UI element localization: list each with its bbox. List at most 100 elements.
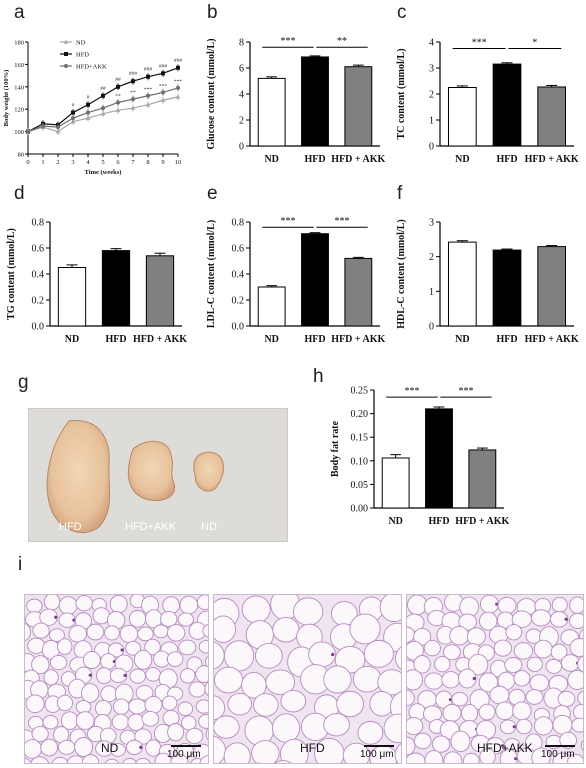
adipocyte-cell bbox=[119, 624, 139, 644]
x-tick-label: ND bbox=[264, 154, 278, 165]
annotation-hash: # bbox=[87, 95, 90, 101]
adipocyte-cell bbox=[160, 610, 178, 628]
adipocyte-cell bbox=[122, 757, 138, 763]
chart-h-body-fat-bars: 0.00 0.05 0.10 0.15 0.20 0.25 Body fat rate ND H… bbox=[330, 386, 510, 528]
nucleus bbox=[139, 745, 143, 749]
y-tick-label: 0.20 bbox=[351, 409, 369, 420]
scale-bar-hfd-akk bbox=[545, 745, 575, 747]
bar-nd bbox=[381, 457, 410, 509]
data-point bbox=[100, 111, 106, 116]
y-tick-label: 0.00 bbox=[351, 504, 369, 515]
adipocyte-cell bbox=[58, 739, 76, 755]
adipocyte-cell bbox=[442, 703, 462, 722]
x-tick-label: 1 bbox=[41, 159, 44, 166]
x-tick-label: ND bbox=[65, 334, 79, 345]
x-axis-label: Time (weeks) bbox=[85, 169, 122, 176]
bar-hfd bbox=[101, 250, 131, 327]
x-tick-label: HFD bbox=[304, 334, 325, 345]
adipocyte-cell bbox=[104, 625, 120, 641]
adipocyte-cell bbox=[32, 622, 50, 639]
x-tick-label: 0 bbox=[26, 159, 29, 166]
histology-image-hfd-akk: HFD+AKK 100 μm bbox=[406, 594, 584, 764]
data-point bbox=[176, 85, 180, 90]
adipocyte-cell bbox=[407, 640, 424, 661]
panel-letter-c: c bbox=[397, 2, 407, 23]
data-point bbox=[131, 79, 135, 84]
scale-bar-nd bbox=[171, 745, 201, 747]
adipocyte-cell bbox=[68, 625, 87, 643]
histology-hfd-illustration bbox=[214, 595, 401, 763]
y-tick-label: 0.4 bbox=[32, 270, 45, 281]
y-tick-label: 4 bbox=[429, 38, 434, 49]
bar-nd bbox=[447, 87, 477, 147]
x-tick-label: 9 bbox=[161, 159, 164, 166]
adipocyte-cell bbox=[177, 701, 194, 717]
x-tick-label: HFD + AKK bbox=[525, 334, 579, 345]
adipocyte-cell bbox=[179, 668, 196, 684]
adipocyte-cell bbox=[458, 613, 477, 631]
adipocyte-cell bbox=[413, 732, 432, 750]
data-point bbox=[161, 90, 165, 95]
bar-hfd bbox=[492, 63, 522, 147]
nucleus bbox=[331, 652, 335, 657]
adipocyte-cell bbox=[96, 667, 113, 685]
adipocyte-cell bbox=[56, 694, 73, 712]
adipocyte-cell bbox=[111, 713, 130, 731]
annotation-star: *** bbox=[159, 83, 168, 89]
y-tick-label: 180 bbox=[14, 40, 24, 47]
annotation-star: *** bbox=[174, 79, 183, 85]
nucleus bbox=[501, 744, 505, 748]
y-tick-label: 80 bbox=[18, 152, 25, 159]
adipocyte-cell bbox=[407, 595, 428, 616]
adipocyte-cell bbox=[567, 753, 583, 763]
data-point bbox=[145, 102, 151, 107]
adipocyte-cell bbox=[493, 639, 513, 657]
adipocyte-cell bbox=[104, 758, 120, 763]
chart-b-glucose-bars: 0 2 4 6 8 Glucose content (mmol/L) ND HFD HFD + … bbox=[206, 36, 386, 165]
adipocyte-cell bbox=[271, 713, 301, 743]
adipocyte-cell bbox=[31, 655, 50, 675]
data-point bbox=[176, 65, 180, 70]
adipocyte-cell bbox=[86, 623, 105, 641]
scale-label-hfd-akk: 100 μm bbox=[541, 749, 575, 760]
data-point bbox=[175, 94, 181, 99]
nucleus bbox=[72, 618, 76, 622]
adipocyte-cell bbox=[441, 671, 461, 689]
adipocyte-cell bbox=[135, 757, 151, 763]
data-point bbox=[101, 106, 105, 111]
adipocyte-cell bbox=[133, 649, 153, 670]
y-axis-label: LDL-C content (mmol/L) bbox=[206, 220, 217, 328]
adipocyte-cell bbox=[166, 651, 184, 667]
bar-nd bbox=[57, 267, 87, 327]
adipocyte-cell bbox=[185, 727, 204, 745]
y-tick-label: 0 bbox=[239, 142, 244, 153]
legend-label: HFD bbox=[76, 52, 89, 59]
adipocyte-cell bbox=[394, 743, 401, 763]
adipocyte-cell bbox=[179, 595, 199, 615]
chart-e-ldl-bars: 0.0 0.2 0.4 0.6 0.8 LDL-C content (mmol/L) ND H… bbox=[206, 216, 386, 345]
data-point bbox=[146, 93, 150, 98]
nucleus bbox=[495, 602, 499, 606]
y-tick-label: 140 bbox=[14, 84, 24, 91]
adipocyte-cell bbox=[214, 615, 236, 643]
adipose-tissue-photo: HFD HFD+AKK ND bbox=[28, 408, 288, 542]
significance-label: *** bbox=[459, 386, 474, 397]
nucleus bbox=[514, 757, 518, 761]
significance-label: *** bbox=[472, 38, 487, 49]
adipocyte-cell bbox=[495, 701, 515, 721]
significance-label: *** bbox=[335, 216, 350, 227]
adipocyte-cell bbox=[466, 627, 486, 646]
y-tick-label: 0.05 bbox=[351, 480, 369, 491]
x-tick-label: HFD + AKK bbox=[455, 516, 509, 527]
adipocyte-cell bbox=[349, 613, 381, 645]
y-tick-label: 1 bbox=[429, 287, 434, 298]
adipocyte-cell bbox=[195, 699, 208, 714]
adipocyte-cell bbox=[379, 595, 401, 623]
adipocyte-cell bbox=[424, 750, 444, 763]
adipocyte-cell bbox=[407, 689, 415, 707]
adipocyte-cell bbox=[443, 751, 463, 763]
adipocyte-cell bbox=[529, 674, 550, 692]
adipocyte-cell bbox=[254, 642, 283, 669]
x-tick-label: HFD + AKK bbox=[331, 154, 385, 165]
adipocyte-cell bbox=[513, 642, 534, 660]
